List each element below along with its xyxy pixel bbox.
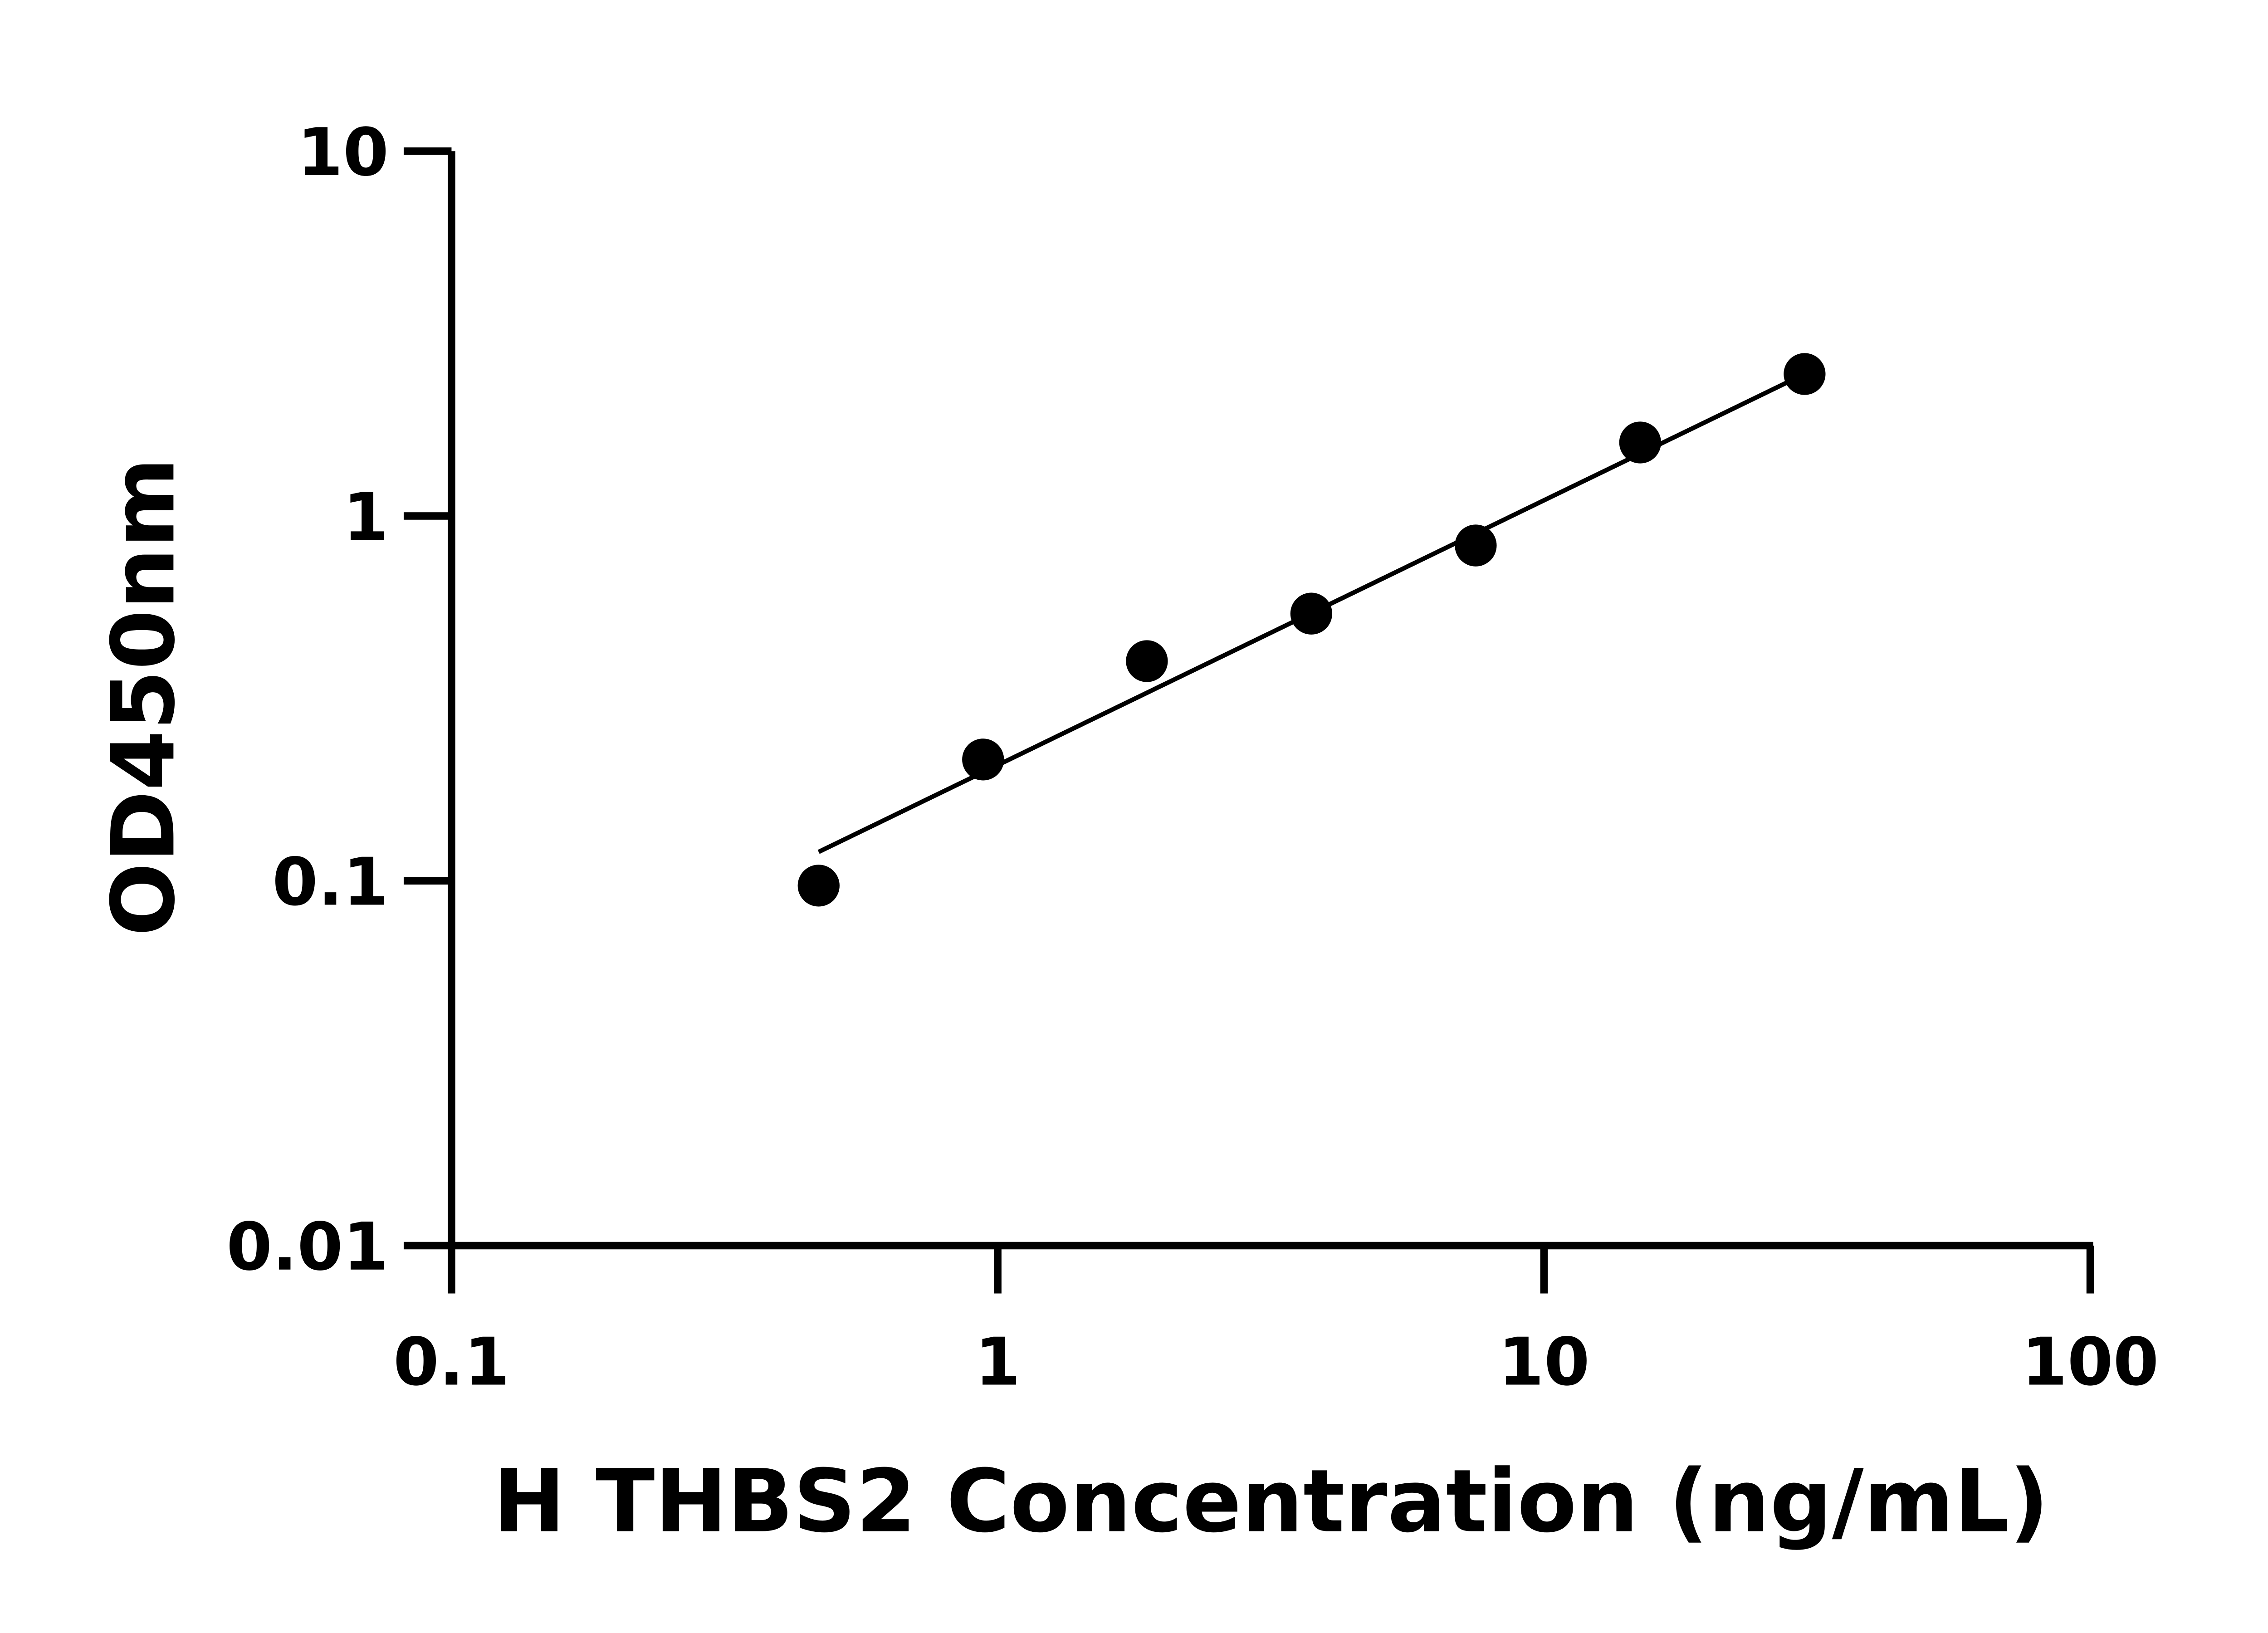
data-point [797, 865, 840, 907]
data-point [1126, 640, 1168, 682]
axes [403, 147, 2094, 1294]
x-tick-label: 0.1 [393, 1324, 510, 1401]
data-point [1784, 353, 1826, 395]
y-tick-label: 0.01 [226, 1209, 389, 1286]
x-axis-label: H THBS2 Concentration (ng/mL) [493, 1452, 2049, 1552]
data-point [1290, 592, 1333, 635]
data-point [962, 738, 1004, 781]
x-tick-label: 100 [2022, 1324, 2159, 1401]
y-axis-label: OD450nm [93, 458, 194, 936]
y-tick-label: 0.1 [272, 844, 389, 920]
y-tick-label: 1 [343, 479, 389, 556]
x-tick-label: 10 [1498, 1324, 1590, 1401]
data-point [1619, 421, 1662, 464]
data-point [1455, 524, 1497, 567]
x-tick-label: 1 [975, 1324, 1021, 1401]
data-points [797, 353, 1826, 907]
y-tick-label: 10 [297, 114, 389, 191]
